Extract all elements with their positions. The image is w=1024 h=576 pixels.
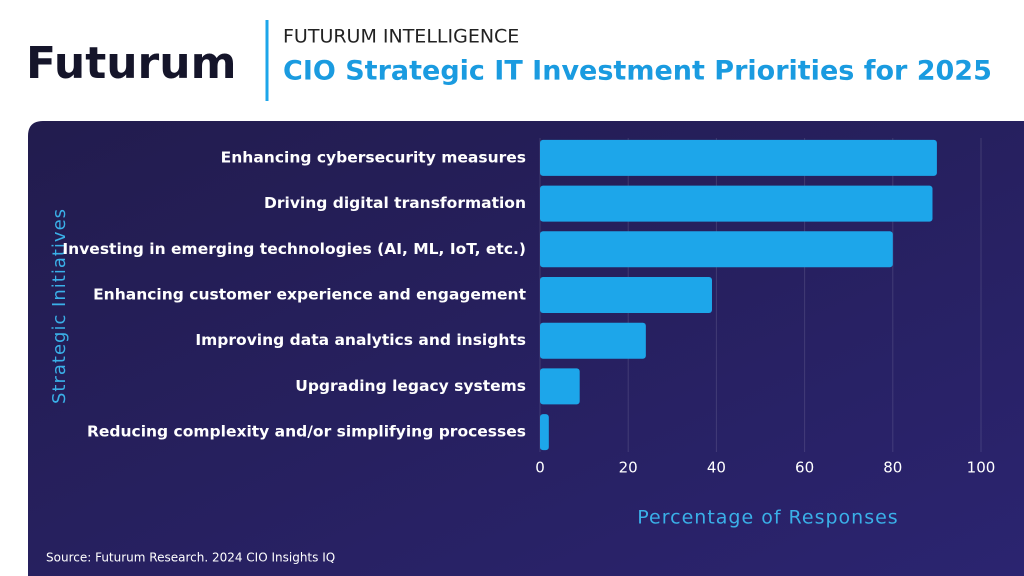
kicker: FUTURUM INTELLIGENCE [283, 26, 519, 48]
brand: Futurum [26, 38, 236, 89]
x-tick-label: 0 [535, 459, 545, 477]
bar [540, 368, 580, 405]
y-tick-label: Enhancing cybersecurity measures [221, 148, 526, 166]
x-tick-label: 20 [619, 459, 638, 477]
x-tick-label: 40 [707, 459, 726, 477]
x-axis-label: Percentage of Responses [637, 507, 898, 529]
y-tick-label: Reducing complexity and/or simplifying p… [87, 423, 526, 441]
bar [540, 277, 712, 313]
bar [540, 139, 937, 176]
y-tick-label: Investing in emerging technologies (AI, … [62, 240, 526, 258]
bar [540, 414, 549, 451]
y-tick-label: Improving data analytics and insights [195, 331, 526, 349]
x-tick-label: 60 [795, 459, 814, 477]
bar [540, 185, 933, 222]
chart-title: CIO Strategic IT Investment Priorities f… [283, 56, 992, 87]
plot: 0 20 40 60 80 100 Enhancing cybersecurity meas… [62, 138, 995, 477]
y-tick-label: Driving digital transformation [264, 194, 526, 212]
source: Source: Futurum Research. 2024 CIO Insig… [46, 551, 335, 565]
y-tick-label: Upgrading legacy systems [295, 377, 526, 395]
x-tick-label: 80 [883, 459, 902, 477]
y-axis-label: Strategic Initiatives [49, 208, 70, 404]
bar [540, 231, 893, 268]
y-tick-label: Enhancing customer experience and engage… [93, 286, 527, 304]
bar [540, 322, 646, 359]
x-tick-label: 100 [967, 459, 996, 477]
